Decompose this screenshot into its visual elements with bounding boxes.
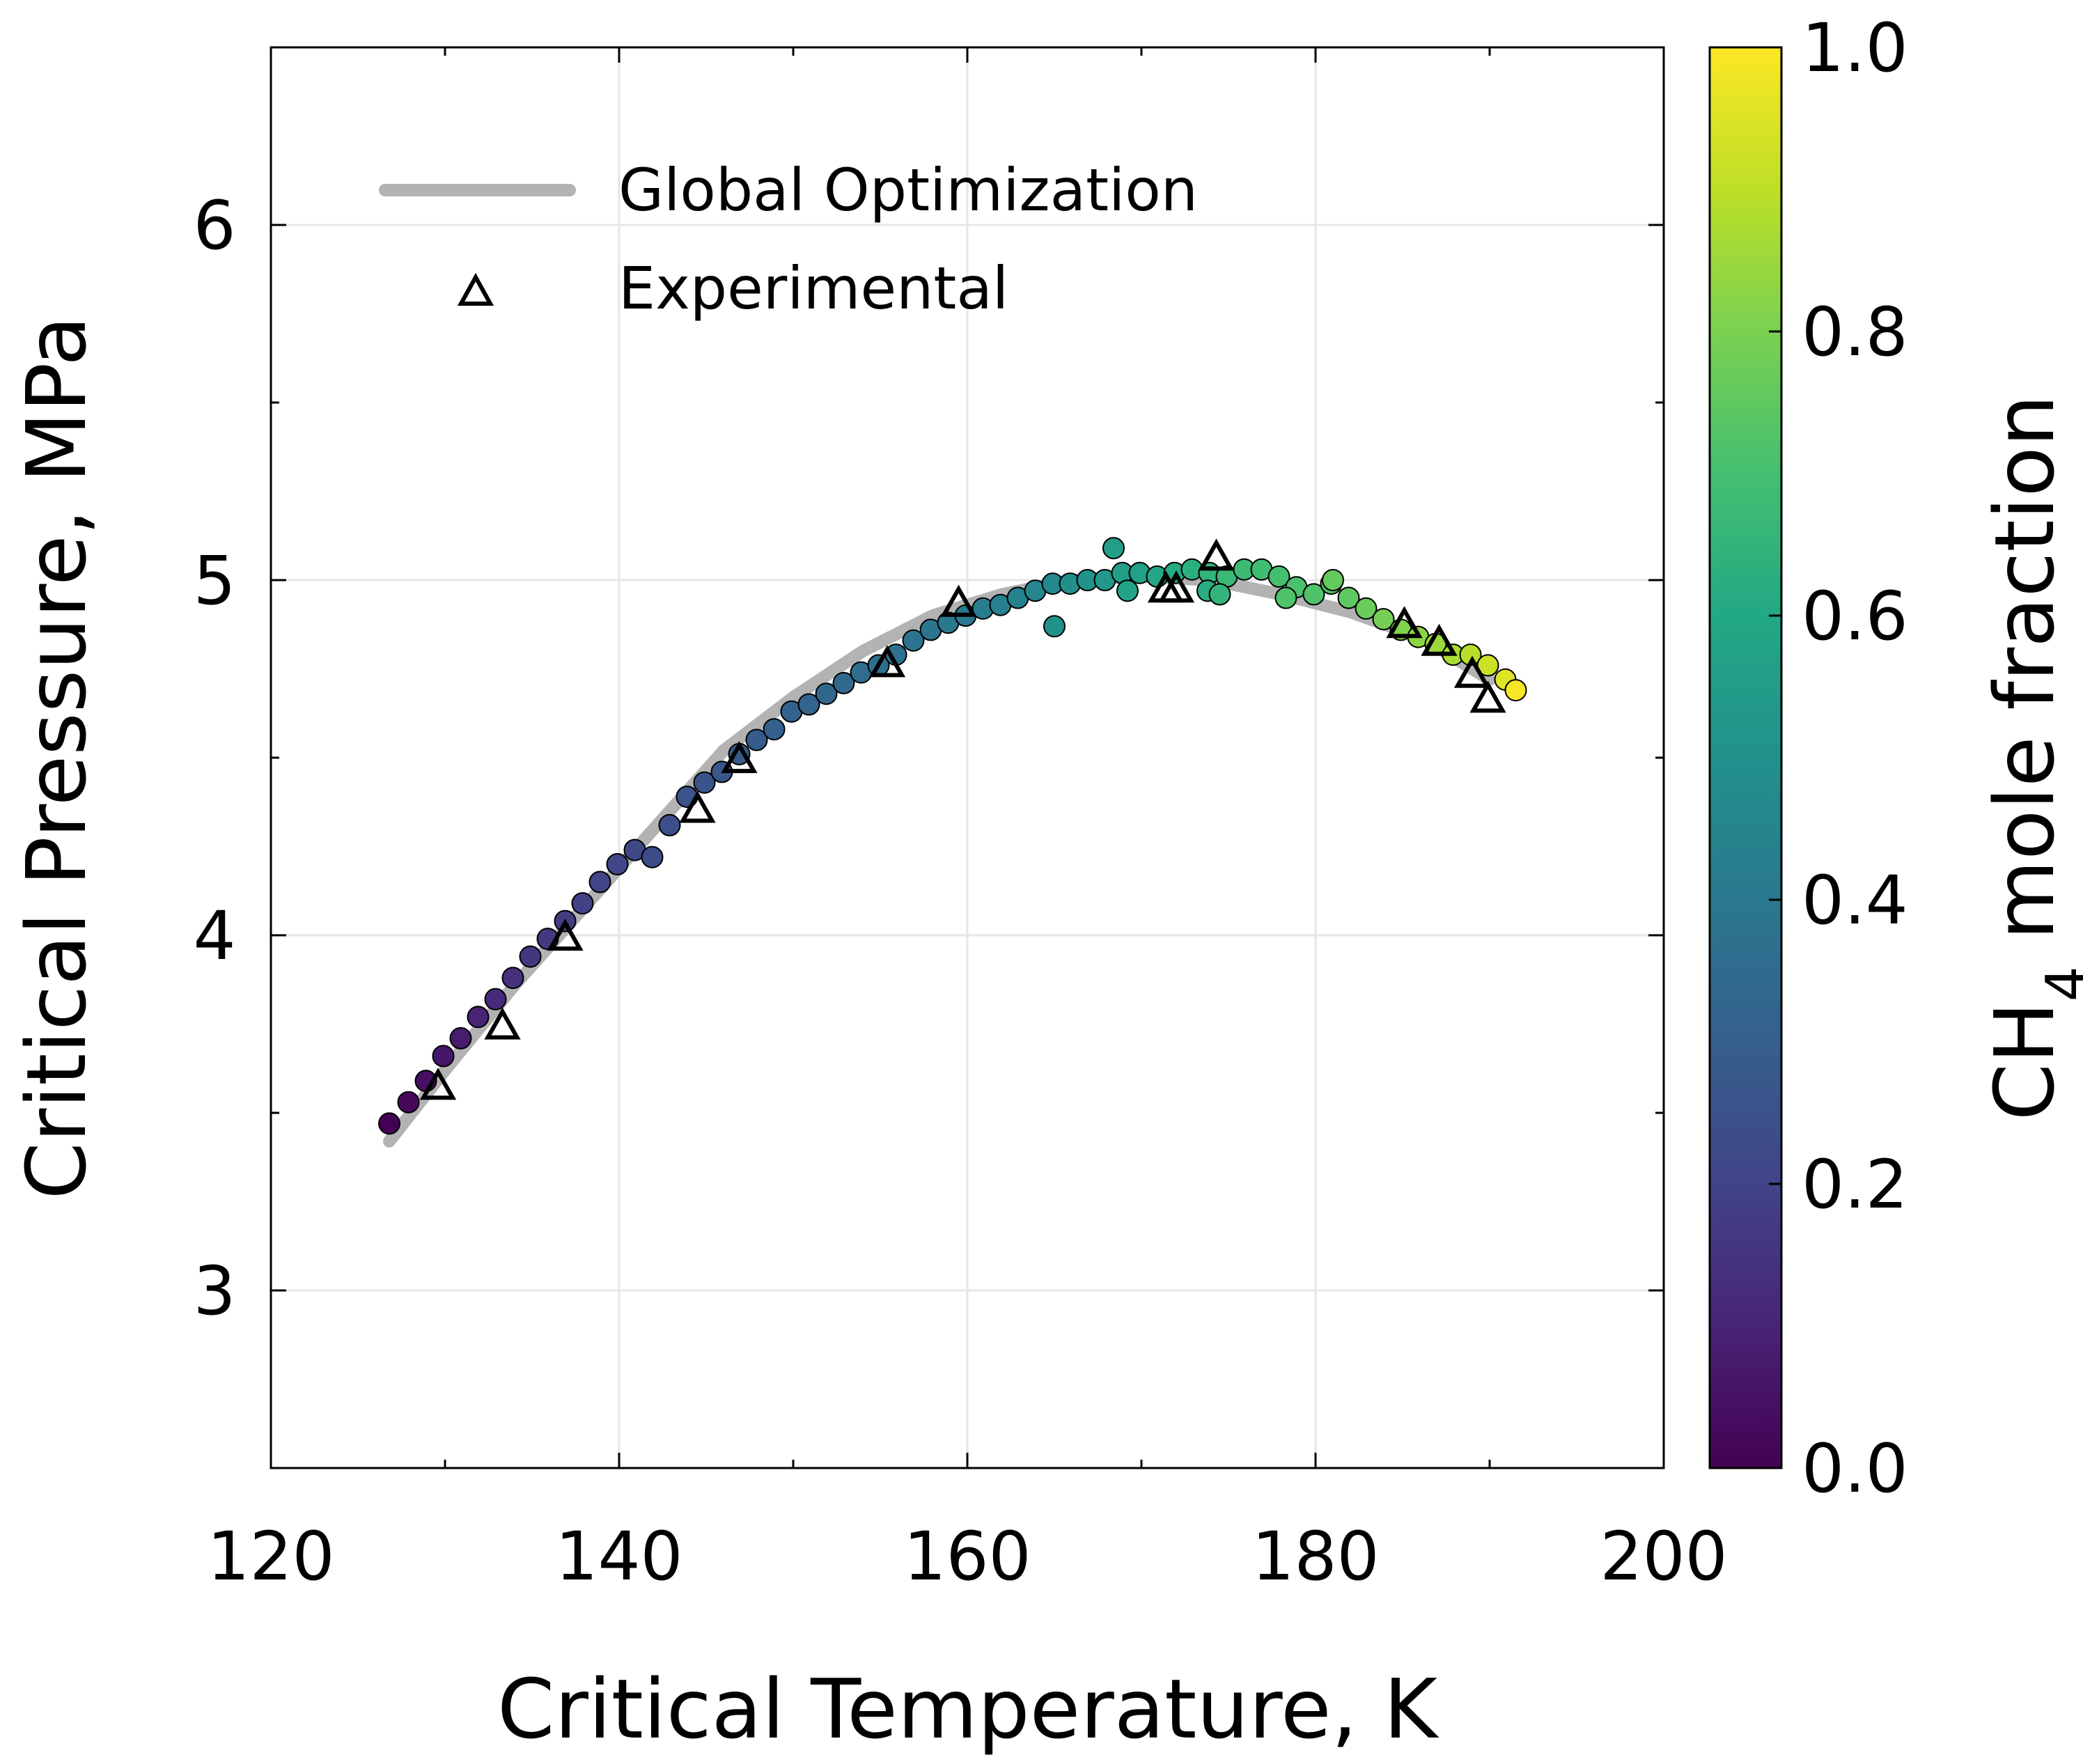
model-point — [1504, 679, 1527, 702]
experimental-point — [679, 790, 716, 823]
colorbar-tick-label: 0.2 — [1802, 1146, 1908, 1224]
model-point — [519, 945, 542, 968]
x-tick-label: 160 — [903, 1517, 1031, 1595]
model-point — [1355, 597, 1378, 620]
model-point — [1208, 583, 1231, 606]
experimental-series — [419, 538, 1506, 1100]
experimental-point — [721, 741, 758, 774]
x-tick-label: 200 — [1600, 1517, 1727, 1595]
experimental-point — [484, 1007, 521, 1040]
experimental-point — [1198, 538, 1235, 571]
experimental-point — [940, 584, 977, 617]
colorbar-label-rest: mole fraction — [1976, 395, 2073, 967]
colorbar-label: CH4 mole fraction — [1976, 395, 2083, 1121]
y-tick-label: 3 — [193, 1252, 235, 1330]
model-point — [832, 671, 855, 694]
y-tick-label: 5 — [193, 542, 235, 620]
colorbar-label-sub: 4 — [2034, 966, 2083, 1001]
colorbar-tick-label: 0.4 — [1802, 861, 1908, 939]
colorbar-tick-label: 0.8 — [1802, 293, 1908, 371]
model-point — [797, 693, 820, 716]
model-point — [449, 1027, 472, 1049]
model-point — [432, 1045, 455, 1068]
colorbar-gradient — [1708, 46, 1783, 1469]
colorbar: 0.0 0.2 0.4 0.6 0.8 1.0 CH4 mole fraction — [1708, 9, 2083, 1508]
colorbar-tick-label: 1.0 — [1802, 9, 1908, 87]
model-point — [763, 718, 786, 741]
experimental-point — [1469, 680, 1506, 713]
axis-tick-labels: 120 140 160 180 200 3 4 5 6 — [193, 187, 1727, 1595]
x-axis-title: Critical Temperature, K — [497, 1661, 1440, 1757]
colorbar-ticks — [1769, 46, 1781, 1469]
experimental-point — [868, 645, 906, 678]
model-point — [1274, 586, 1297, 609]
model-point — [815, 682, 838, 705]
experimental-point — [1453, 655, 1491, 688]
model-point — [378, 1112, 400, 1135]
global-optimization-line — [383, 570, 1496, 1148]
model-point — [693, 771, 716, 794]
model-point — [902, 629, 925, 652]
model-point — [1337, 586, 1360, 609]
model-point — [1116, 579, 1139, 602]
model-point — [588, 871, 611, 893]
y-axis-title: Critical Pressure, MPa — [8, 315, 104, 1199]
experimental-point — [1157, 570, 1195, 603]
model-point — [1102, 537, 1125, 560]
model-point — [484, 988, 507, 1010]
legend-label-global-optimization: Global Optimization — [618, 156, 1198, 224]
colorbar-tick-label: 0.6 — [1802, 577, 1908, 655]
model-point — [745, 728, 768, 751]
experimental-point — [547, 919, 584, 951]
model-point — [501, 967, 524, 990]
model-point — [1043, 615, 1066, 638]
x-tick-label: 120 — [207, 1517, 334, 1595]
model-point — [1322, 569, 1344, 591]
experimental-point — [1386, 606, 1423, 639]
model-point — [1372, 608, 1395, 631]
y-tick-label: 6 — [193, 187, 235, 265]
model-point — [397, 1091, 420, 1114]
y-tick-label: 4 — [193, 897, 235, 975]
legend-triangle-swatch — [457, 272, 494, 306]
model-point — [1302, 583, 1325, 606]
model-point — [467, 1006, 490, 1029]
model-point — [606, 853, 629, 875]
colorbar-tick-label: 0.0 — [1802, 1430, 1908, 1508]
x-tick-label: 140 — [555, 1517, 682, 1595]
colorbar-tick-labels: 0.0 0.2 0.4 0.6 0.8 1.0 — [1802, 9, 1908, 1508]
model-points-series — [378, 537, 1527, 1135]
legend: Global Optimization Experimental — [379, 156, 1198, 322]
model-point — [571, 892, 594, 915]
legend-label-experimental: Experimental — [618, 254, 1008, 322]
model-point — [1267, 565, 1290, 588]
experimental-point — [1421, 623, 1458, 656]
x-tick-label: 180 — [1251, 1517, 1379, 1595]
model-point — [658, 813, 681, 836]
experimental-point — [419, 1068, 457, 1100]
axis-ticks — [270, 46, 1665, 1469]
global-optimization-series — [383, 570, 1496, 1148]
colorbar-label-main: CH — [1976, 1001, 2073, 1121]
model-point — [641, 845, 664, 868]
